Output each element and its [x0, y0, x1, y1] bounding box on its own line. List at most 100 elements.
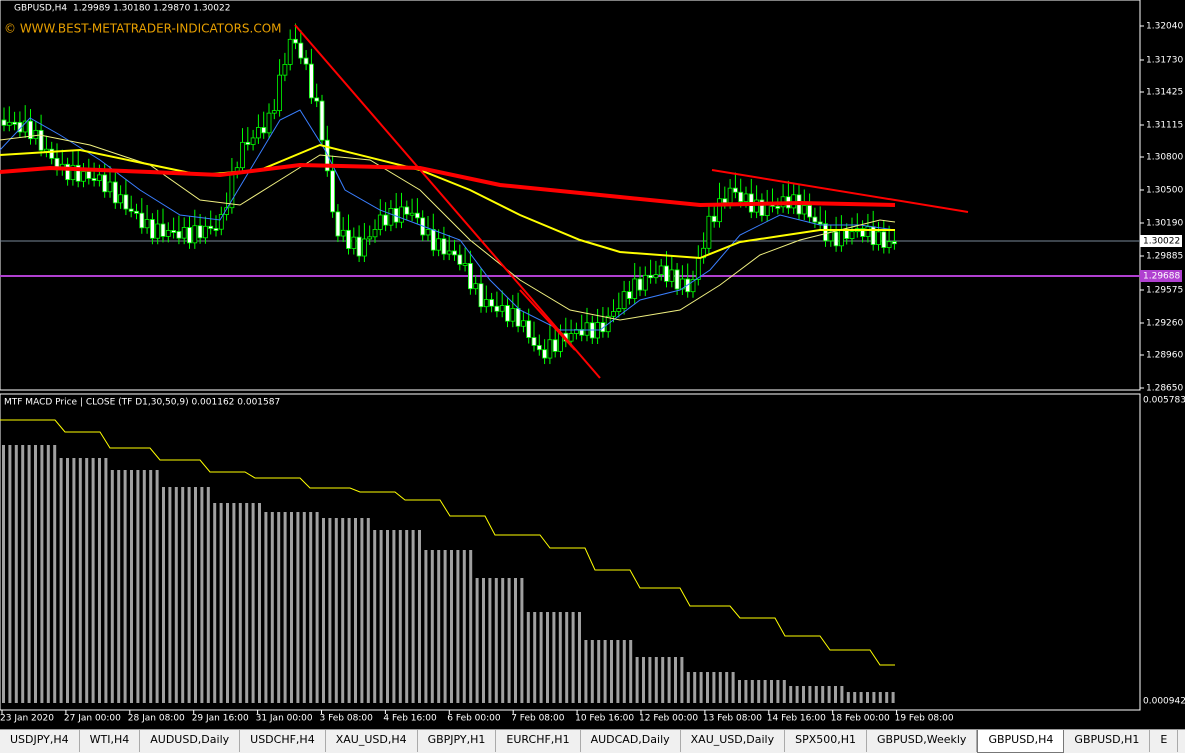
histogram-bar: [814, 686, 818, 703]
candle-body: [711, 215, 717, 223]
symbol-tab[interactable]: EURCHF,H1: [496, 730, 581, 752]
price-label: 1.30500: [1146, 186, 1183, 196]
price-label: 1.31115: [1146, 121, 1183, 131]
candle-body: [255, 127, 261, 139]
histogram-bar: [846, 692, 850, 703]
histogram-bar: [315, 512, 319, 703]
candle-body: [611, 311, 616, 317]
symbol-tab[interactable]: E: [1150, 730, 1179, 752]
symbol-tab[interactable]: AUDUSD,Daily: [140, 730, 241, 752]
histogram-bar: [59, 458, 63, 703]
candle-body: [65, 163, 70, 181]
candle-body: [404, 206, 410, 215]
candle-body: [224, 207, 230, 215]
candle-body: [128, 208, 134, 212]
histogram-bar: [142, 470, 146, 703]
histogram-bar: [731, 672, 735, 703]
candle-body: [823, 223, 828, 242]
histogram-bar: [795, 686, 799, 703]
candle-body: [436, 238, 442, 251]
candle-body: [81, 171, 86, 182]
histogram-bar: [738, 680, 741, 703]
histogram-bar: [149, 470, 153, 703]
histogram-bar: [270, 512, 274, 703]
candle-body: [383, 214, 389, 226]
candle-body: [457, 254, 463, 265]
histogram-bar: [514, 578, 517, 703]
candle-body: [531, 337, 537, 346]
candle-body: [70, 164, 76, 181]
price-label: 1.31730: [1146, 56, 1183, 66]
histogram: [2, 445, 895, 703]
histogram-bar: [501, 578, 505, 703]
histogram-bar: [635, 657, 639, 703]
histogram-bar: [117, 470, 121, 703]
histogram-bar: [840, 686, 844, 703]
histogram-bar: [565, 612, 569, 703]
price-label: 1.31425: [1146, 88, 1183, 98]
candle-body: [75, 164, 81, 182]
candle-body: [425, 229, 431, 236]
candle-body: [202, 225, 208, 239]
candle-body: [616, 308, 622, 312]
candle-body: [192, 225, 198, 244]
histogram-bar: [290, 512, 293, 703]
symbol-tab[interactable]: USDCHF,H4: [240, 730, 326, 752]
candle-body: [399, 206, 404, 223]
histogram-bar: [686, 672, 690, 703]
symbol-tab[interactable]: XAU_USD,Daily: [681, 730, 786, 752]
histogram-bar: [712, 672, 716, 703]
symbol-tab[interactable]: GBPUSD,H4: [977, 730, 1065, 753]
histogram-bar: [187, 487, 191, 703]
symbol-tab[interactable]: GBPUSD,H1: [1064, 730, 1151, 752]
candle-body: [361, 238, 367, 257]
histogram-bar: [718, 672, 722, 703]
candle-body: [483, 299, 489, 308]
candle-body: [674, 269, 680, 290]
histogram-bar: [78, 458, 82, 703]
histogram-bar: [443, 550, 447, 703]
histogram-bar: [168, 487, 172, 703]
histogram-bar: [552, 612, 556, 703]
histogram-bar: [571, 612, 575, 703]
symbol-tab[interactable]: USDJPY,H4: [0, 730, 80, 752]
histogram-bar: [354, 518, 357, 703]
candle-body: [876, 231, 881, 245]
candle-body: [33, 129, 39, 140]
symbol-tab[interactable]: AUDCAD,Daily: [581, 730, 681, 752]
histogram-bar: [750, 680, 754, 703]
candle-body: [314, 97, 320, 102]
symbol-tab[interactable]: XAU_USD,H4: [326, 730, 418, 752]
candle-body: [102, 174, 108, 193]
symbol-tab[interactable]: GBPUSD,Weekly: [867, 730, 978, 752]
histogram-bar: [674, 657, 677, 703]
histogram-bar: [642, 657, 645, 703]
candle-body: [844, 229, 850, 239]
candle-body: [293, 38, 298, 44]
histogram-bar: [693, 672, 697, 703]
price-label: 1.28960: [1146, 351, 1183, 361]
candle-body: [12, 121, 18, 125]
candle-body: [812, 216, 818, 223]
candle-body: [695, 257, 701, 280]
symbol-tab[interactable]: WTI,H4: [80, 730, 141, 752]
histogram-bar: [194, 487, 197, 703]
time-label: 10 Feb 16:00: [575, 714, 634, 724]
candle-body: [600, 322, 606, 333]
histogram-bar: [309, 512, 313, 703]
histogram-bar: [520, 578, 524, 703]
candle-body: [754, 199, 759, 213]
candle-body: [208, 225, 214, 229]
level-box: [1140, 270, 1182, 282]
candles: [1, 23, 897, 365]
candle-body: [430, 229, 436, 251]
symbol-tab[interactable]: GBPJPY,H1: [418, 730, 497, 752]
histogram-bar: [360, 518, 364, 703]
histogram-bar: [763, 680, 767, 703]
candle-body: [648, 274, 653, 279]
symbol-tab[interactable]: SPX500,H1: [785, 730, 868, 752]
candle-body: [637, 278, 643, 291]
watermark: © WWW.BEST-METATRADER-INDICATORS.COM: [4, 22, 282, 36]
histogram-bar: [533, 612, 537, 703]
histogram-bar: [104, 458, 108, 703]
